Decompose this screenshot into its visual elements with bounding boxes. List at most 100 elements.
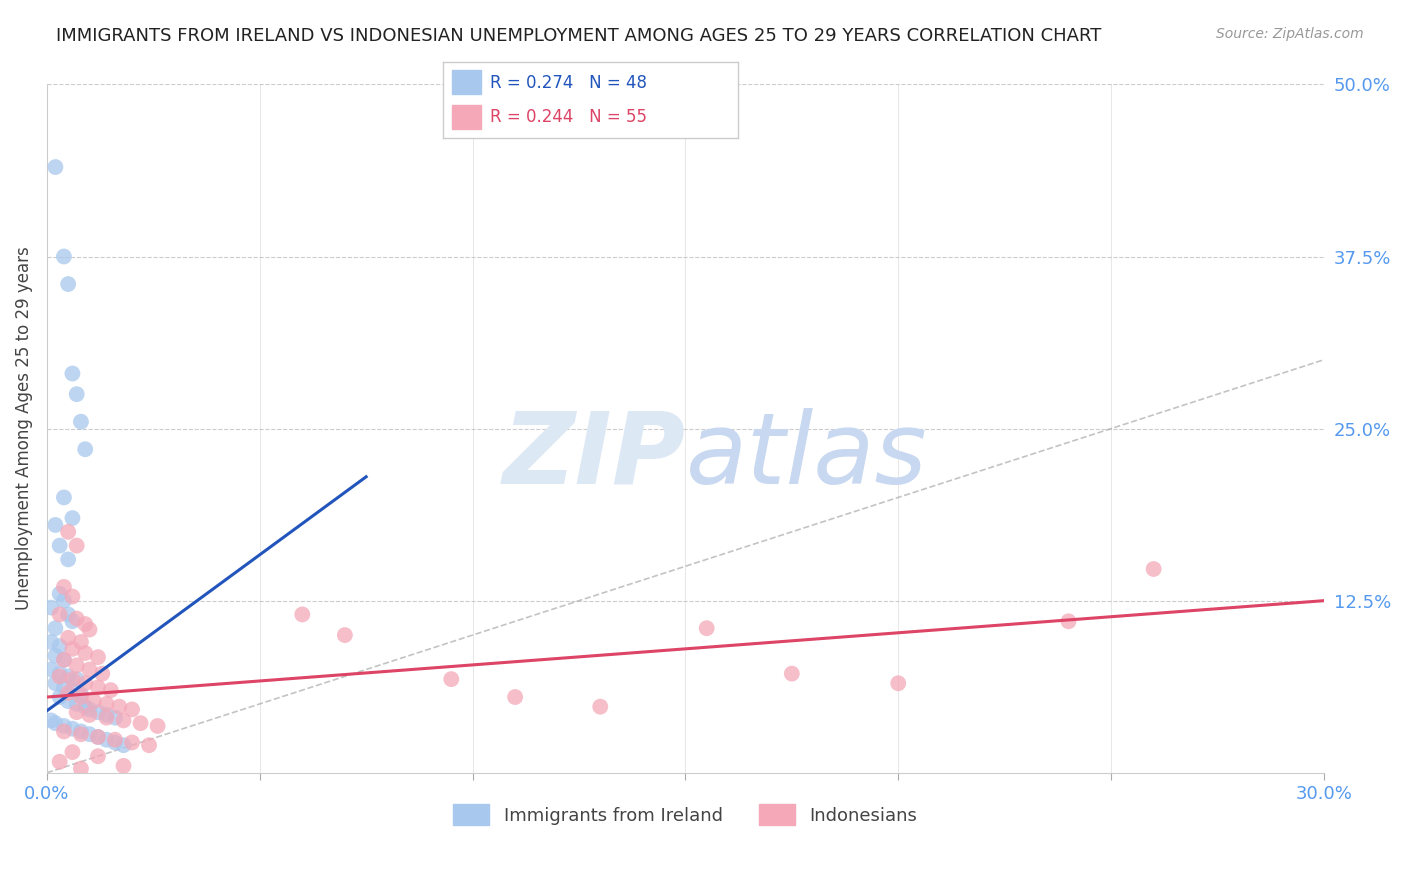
- Point: [87, 730, 110, 744]
- Point: [70, 724, 93, 739]
- Point: [70, 690, 93, 704]
- Point: [66, 705, 89, 719]
- Point: [87, 650, 110, 665]
- Point: [79, 707, 101, 722]
- Point: [48, 607, 70, 622]
- Point: [39, 635, 62, 649]
- Point: [66, 658, 89, 673]
- Point: [44, 648, 66, 663]
- Y-axis label: Unemployment Among Ages 25 to 29 years: Unemployment Among Ages 25 to 29 years: [15, 247, 32, 610]
- Point: [503, 690, 526, 704]
- Point: [75, 699, 97, 714]
- Text: R = 0.274   N = 48: R = 0.274 N = 48: [491, 74, 647, 92]
- Point: [44, 716, 66, 731]
- Point: [62, 590, 84, 604]
- Point: [79, 702, 101, 716]
- Point: [48, 666, 70, 681]
- Text: atlas: atlas: [685, 408, 927, 505]
- Point: [44, 160, 66, 174]
- Point: [138, 738, 160, 752]
- Text: IMMIGRANTS FROM IRELAND VS INDONESIAN UNEMPLOYMENT AMONG AGES 25 TO 29 YEARS COR: IMMIGRANTS FROM IRELAND VS INDONESIAN UN…: [56, 27, 1102, 45]
- Point: [79, 623, 101, 637]
- Text: Source: ZipAtlas.com: Source: ZipAtlas.com: [1216, 27, 1364, 41]
- Point: [780, 666, 803, 681]
- Point: [48, 539, 70, 553]
- Point: [52, 653, 75, 667]
- Point: [100, 683, 122, 698]
- Point: [52, 653, 75, 667]
- Point: [75, 442, 97, 457]
- Legend: Immigrants from Ireland, Indonesians: Immigrants from Ireland, Indonesians: [446, 797, 925, 832]
- Point: [1143, 562, 1166, 576]
- Point: [62, 615, 84, 629]
- Point: [83, 694, 105, 708]
- Point: [48, 639, 70, 653]
- Point: [79, 727, 101, 741]
- Point: [66, 539, 89, 553]
- Point: [52, 250, 75, 264]
- Point: [75, 676, 97, 690]
- Point: [121, 735, 143, 749]
- Point: [887, 676, 910, 690]
- Point: [48, 755, 70, 769]
- Point: [62, 745, 84, 759]
- Point: [66, 697, 89, 711]
- Point: [96, 707, 118, 722]
- Point: [62, 367, 84, 381]
- Point: [39, 663, 62, 677]
- Point: [1057, 615, 1080, 629]
- Point: [66, 611, 89, 625]
- Point: [56, 669, 79, 683]
- Point: [87, 730, 110, 744]
- Point: [56, 686, 79, 700]
- Point: [44, 621, 66, 635]
- Point: [62, 672, 84, 686]
- Point: [52, 491, 75, 505]
- Point: [91, 666, 114, 681]
- Point: [56, 524, 79, 539]
- Point: [104, 711, 127, 725]
- Point: [79, 663, 101, 677]
- Bar: [451, 70, 481, 95]
- Point: [87, 705, 110, 719]
- Point: [66, 672, 89, 686]
- Point: [112, 714, 135, 728]
- Point: [62, 511, 84, 525]
- Point: [39, 600, 62, 615]
- Point: [70, 635, 93, 649]
- Point: [56, 607, 79, 622]
- Point: [96, 697, 118, 711]
- Point: [66, 387, 89, 401]
- Point: [333, 628, 356, 642]
- Point: [52, 724, 75, 739]
- Point: [589, 699, 612, 714]
- Point: [48, 587, 70, 601]
- Point: [56, 694, 79, 708]
- Point: [52, 580, 75, 594]
- Point: [75, 617, 97, 632]
- Point: [129, 716, 152, 731]
- Point: [62, 683, 84, 698]
- Point: [121, 702, 143, 716]
- Point: [104, 735, 127, 749]
- Point: [70, 687, 93, 701]
- Point: [56, 631, 79, 645]
- Point: [56, 277, 79, 291]
- Text: R = 0.244   N = 55: R = 0.244 N = 55: [491, 108, 647, 126]
- Point: [696, 621, 718, 635]
- Point: [70, 727, 93, 741]
- Point: [52, 593, 75, 607]
- Point: [87, 681, 110, 695]
- Point: [104, 732, 127, 747]
- Point: [96, 711, 118, 725]
- Point: [75, 646, 97, 660]
- Point: [52, 719, 75, 733]
- Point: [44, 676, 66, 690]
- Point: [52, 681, 75, 695]
- Bar: [451, 105, 481, 129]
- Point: [87, 749, 110, 764]
- Point: [108, 699, 131, 714]
- Point: [70, 762, 93, 776]
- Point: [39, 714, 62, 728]
- Point: [56, 552, 79, 566]
